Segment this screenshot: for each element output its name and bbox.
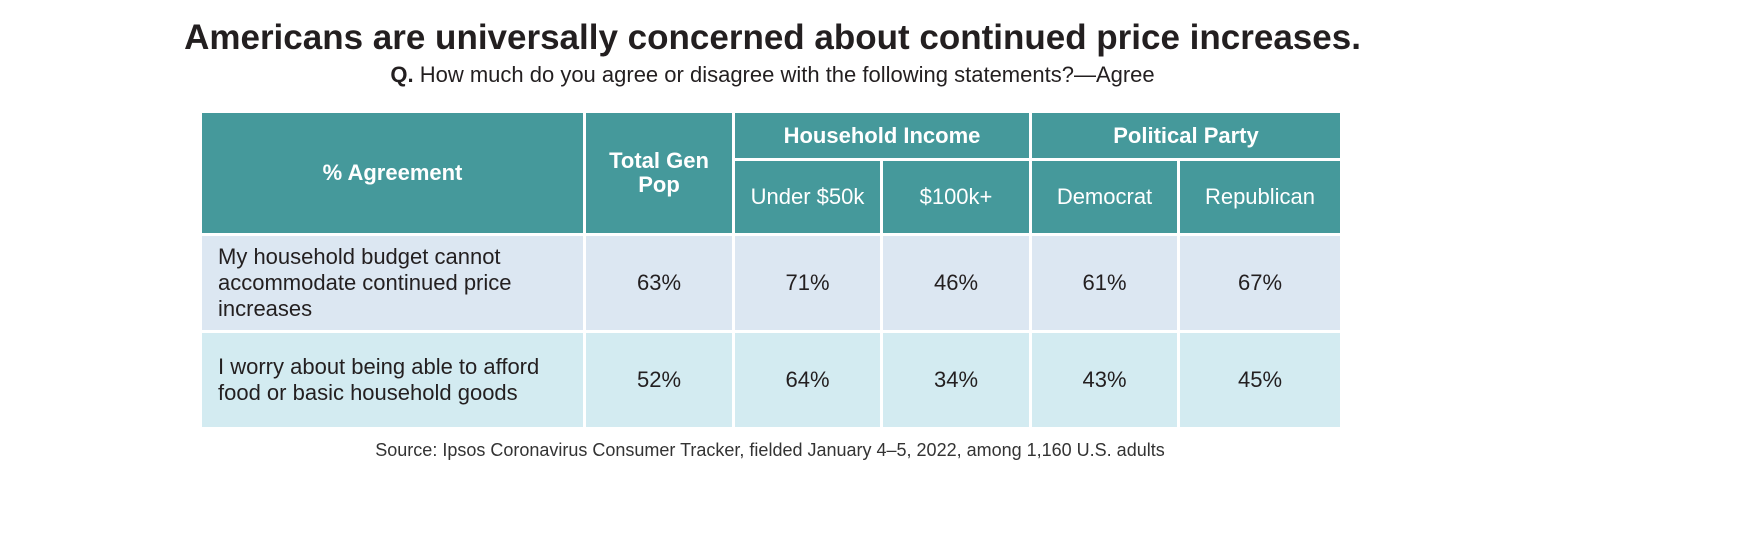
- cell-under-50k: 64%: [732, 330, 883, 430]
- agreement-table: % Agreement Total Gen Pop Household Inco…: [199, 110, 1343, 430]
- cell-total: 63%: [583, 233, 735, 333]
- header-political-party: Political Party: [1029, 110, 1343, 161]
- header-total-gen-pop: Total Gen Pop: [583, 110, 735, 236]
- cell-under-50k: 71%: [732, 233, 883, 333]
- row-label: I worry about being able to afford food …: [199, 330, 586, 430]
- row-label: My household budget cannot accommodate c…: [199, 233, 586, 333]
- cell-100k-plus: 46%: [880, 233, 1032, 333]
- table-row: I worry about being able to afford food …: [199, 330, 1343, 430]
- cell-total: 52%: [583, 330, 735, 430]
- header-total-text: Total Gen Pop: [609, 148, 709, 197]
- cell-democrat: 43%: [1029, 330, 1180, 430]
- header-household-income: Household Income: [732, 110, 1032, 161]
- cell-republican: 45%: [1177, 330, 1343, 430]
- cell-100k-plus: 34%: [880, 330, 1032, 430]
- cell-democrat: 61%: [1029, 233, 1180, 333]
- question-marker: Q.: [390, 62, 414, 87]
- chart-title: Americans are universally concerned abou…: [184, 18, 1361, 57]
- cell-republican: 67%: [1177, 233, 1343, 333]
- question-text: How much do you agree or disagree with t…: [419, 62, 1155, 87]
- table-row: My household budget cannot accommodate c…: [199, 233, 1343, 333]
- header-republican: Republican: [1177, 158, 1343, 236]
- header-under-50k: Under $50k: [732, 158, 883, 236]
- source-note: Source: Ipsos Coronavirus Consumer Track…: [375, 440, 1165, 460]
- header-100k-plus: $100k+: [880, 158, 1032, 236]
- chart-subtitle: Q. How much do you agree or disagree wit…: [0, 62, 1545, 88]
- header-democrat: Democrat: [1029, 158, 1180, 236]
- header-agreement: % Agreement: [199, 110, 586, 236]
